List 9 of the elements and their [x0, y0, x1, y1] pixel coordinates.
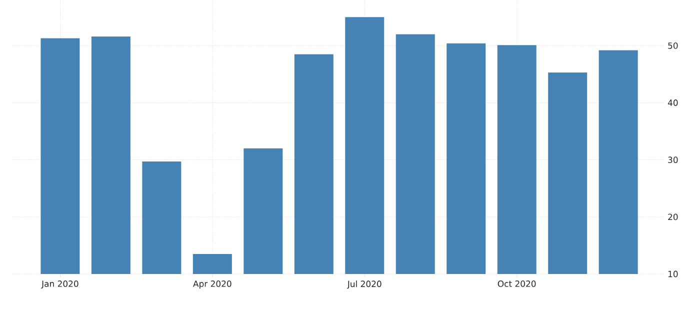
y-tick-label: 10: [668, 270, 678, 278]
y-tick-label: 50: [668, 42, 678, 49]
y-tick-label: 30: [668, 156, 678, 164]
x-tick-label: Apr 2020: [193, 280, 232, 289]
x-tick-label: Jan 2020: [41, 280, 78, 289]
y-tick-label: 20: [668, 214, 678, 220]
x-tick-label: Jul 2020: [346, 280, 382, 289]
x-tick-label: Oct 2020: [498, 280, 536, 287]
y-tick-label: 40: [668, 100, 678, 106]
